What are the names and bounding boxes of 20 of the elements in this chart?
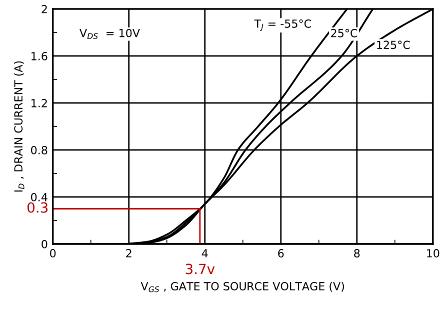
ref-line-label: 3.7v bbox=[186, 264, 215, 274]
annotation: T$_{J}$ = -55°C bbox=[254, 19, 311, 32]
annotation: V$_{DS}$ = 10V bbox=[80, 28, 140, 40]
x-tick-label: 10 bbox=[427, 249, 440, 258]
annotation: 25°C bbox=[331, 28, 358, 38]
y-tick-label: 0.8 bbox=[31, 146, 48, 154]
y-tick-label: 0 bbox=[42, 240, 48, 248]
x-tick-label: 4 bbox=[202, 249, 208, 258]
annotation: 125°C bbox=[377, 40, 410, 50]
y-tick-label: 1.6 bbox=[32, 52, 48, 60]
y-tick-label: 2 bbox=[42, 4, 47, 14]
x-axis-title: V$_{GS}$ , GATE TO SOURCE VOLTAGE (V) bbox=[140, 282, 344, 292]
x-tick-label: 6 bbox=[278, 249, 284, 258]
x-tick-label: 0 bbox=[50, 249, 56, 258]
ref-line-label: 0.3 bbox=[27, 202, 48, 213]
y-tick-label: 1.2 bbox=[32, 98, 47, 108]
x-tick-label: 8 bbox=[354, 249, 360, 258]
x-tick-label: 2 bbox=[126, 249, 132, 258]
y-axis-title: I$_{D}$ , DRAIN CURRENT (A) bbox=[14, 61, 24, 192]
y-tick-label: 0.4 bbox=[31, 192, 48, 202]
